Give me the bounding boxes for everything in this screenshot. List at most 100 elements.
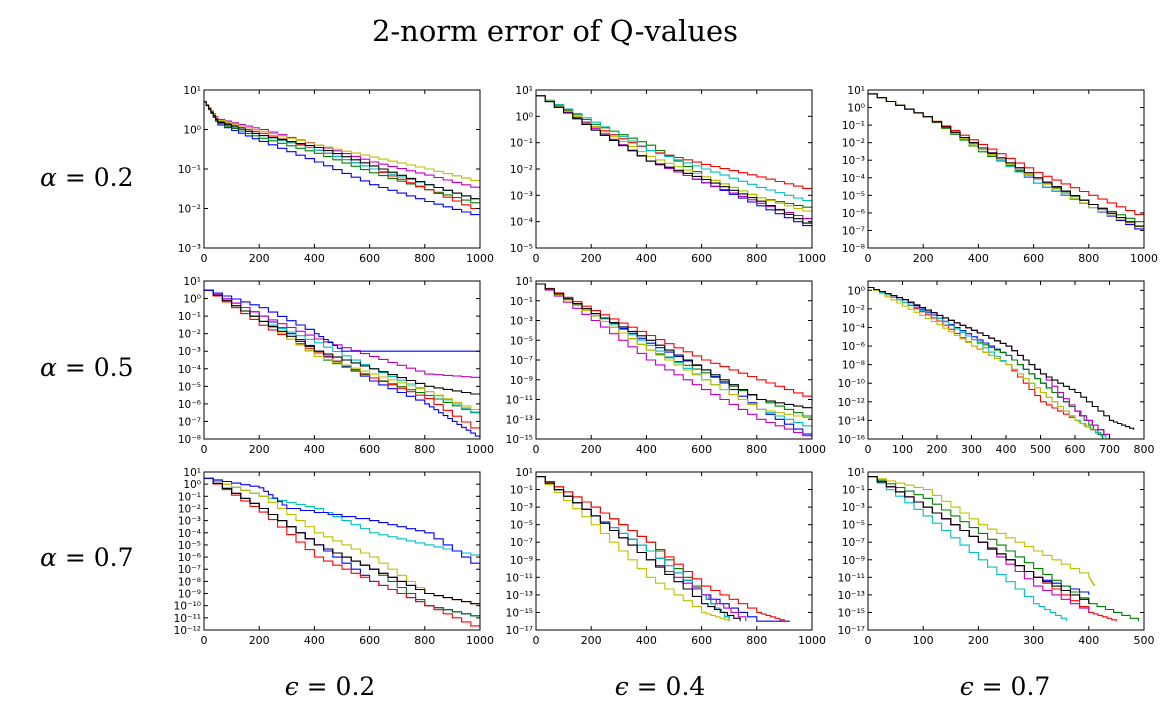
series-line (536, 283, 812, 410)
x-tick-label: 600 (691, 252, 712, 265)
y-tick-label: 10⁻¹⁵ (506, 607, 533, 619)
x-tick-label: 400 (636, 252, 657, 265)
col-label-epsilon-0-7: ϵ = 0.7 (905, 672, 1105, 701)
x-tick-label: 0 (865, 634, 872, 647)
y-tick-label: 10⁻¹ (510, 485, 533, 497)
series-line (536, 95, 812, 204)
y-tick-label: 10¹ (847, 467, 865, 479)
series-line (868, 476, 1090, 613)
y-tick-label: 10⁻¹ (842, 485, 865, 497)
x-tick-label: 0 (533, 443, 540, 456)
y-tick-label: 10⁻⁴ (510, 217, 533, 229)
series-line (536, 476, 730, 622)
subplot-r0-c1: 0 200 400 600 800 1000 10¹ 10⁰ 10⁻¹ 10⁻² 10⁻³ 10⁻⁴ 1… (510, 85, 826, 265)
x-tick-label: 100 (913, 634, 934, 647)
y-tick-label: 10⁰ (847, 103, 865, 115)
series-line (868, 476, 1095, 587)
x-tick-label: 0 (201, 634, 208, 647)
y-tick-label: 10⁻³ (178, 516, 201, 528)
y-tick-label: 10¹ (183, 467, 201, 479)
y-tick-label: 10⁻⁴ (178, 528, 201, 540)
y-tick-label: 10⁰ (183, 125, 201, 137)
x-tick-label: 800 (1134, 443, 1155, 456)
x-tick-label: 100 (892, 443, 913, 456)
col-label-value: = 0.7 (973, 672, 1051, 701)
x-tick-label: 400 (968, 252, 989, 265)
x-tick-label: 800 (746, 252, 767, 265)
row-label-symbol: α (40, 163, 57, 192)
series-line (536, 476, 730, 622)
y-tick-label: 10⁻⁹ (842, 555, 865, 567)
plot-frame (535, 471, 813, 631)
subplot-r0-c0: 0 200 400 600 800 1000 10¹ 10⁰ 10⁻¹ 10⁻² 10⁻³ (178, 85, 494, 265)
row-label-alpha-0-2: α = 0.2 (40, 163, 160, 192)
y-tick-label: 10⁻¹² (174, 625, 201, 637)
row-label-value: = 0.2 (56, 163, 134, 192)
x-tick-label: 1000 (466, 443, 494, 456)
y-tick-label: 10⁻³ (178, 346, 201, 358)
series-line (204, 477, 480, 570)
y-tick-label: 10⁻¹⁵ (506, 434, 533, 446)
y-tick-label: 10¹ (515, 85, 533, 97)
y-tick-label: 10⁰ (183, 479, 201, 491)
x-tick-label: 800 (1078, 252, 1099, 265)
y-tick-label: 10⁻¹⁷ (506, 625, 533, 637)
x-tick-label: 800 (746, 443, 767, 456)
y-tick-label: 10⁻⁵ (842, 190, 865, 202)
x-tick-label: 0 (201, 443, 208, 456)
y-tick-label: 10⁻² (178, 204, 201, 216)
col-label-symbol: ϵ (959, 672, 974, 701)
subplot-r0-c2: 0 200 400 600 800 1000 10¹ 10⁰ 10⁻¹ 10⁻² 10⁻³ 10⁻⁴ 1… (842, 85, 1158, 265)
col-label-symbol: ϵ (284, 672, 299, 701)
x-tick-label: 200 (581, 443, 602, 456)
x-tick-label: 600 (1023, 252, 1044, 265)
x-tick-label: 400 (304, 443, 325, 456)
series-line (868, 476, 1090, 595)
y-tick-label: 10⁻⁷ (842, 225, 865, 237)
series-line (536, 476, 785, 622)
series-line (204, 477, 480, 630)
y-tick-label: 10⁻⁸ (842, 243, 865, 255)
series-line (204, 101, 480, 202)
subplot-r1-c2: 0 100 200 300 400 500 600 700 800 10⁰ 10⁻² 10⁻⁴ 10⁻⁶… (838, 280, 1155, 456)
y-tick-label: 10⁻¹⁵ (838, 607, 865, 619)
x-tick-label: 400 (636, 443, 657, 456)
col-label-epsilon-0-2: ϵ = 0.2 (230, 672, 430, 701)
y-tick-label: 10⁻⁵ (178, 540, 201, 552)
y-tick-label: 10⁻⁸ (178, 576, 201, 588)
row-label-value: = 0.5 (56, 353, 134, 382)
series-line (536, 476, 790, 622)
x-tick-label: 1000 (1130, 252, 1158, 265)
y-tick-label: 10⁻¹³ (838, 590, 865, 602)
series-line (536, 95, 812, 228)
y-tick-label: 10⁻⁷ (842, 537, 865, 549)
y-tick-label: 10⁻⁶ (842, 341, 865, 353)
series-line (204, 477, 480, 606)
x-tick-label: 400 (304, 252, 325, 265)
x-tick-label: 1000 (466, 252, 494, 265)
y-tick-label: 10⁻³ (510, 190, 533, 202)
col-label-symbol: ϵ (614, 672, 629, 701)
y-tick-label: 10⁻⁴ (842, 173, 865, 185)
subplot-r1-c1: 0 200 400 600 800 1000 10¹ 10⁻¹ 10⁻³ 10⁻⁵ 10⁻⁷ 10⁻⁹… (506, 276, 826, 456)
y-tick-label: 10⁻⁸ (842, 360, 865, 372)
y-tick-label: 10⁻¹¹ (838, 572, 865, 584)
series-line (868, 286, 1104, 439)
x-tick-label: 200 (913, 252, 934, 265)
y-tick-label: 10⁻¹⁰ (838, 378, 865, 390)
subplot-r2-c1: 0 200 400 600 800 1000 10¹ 10⁻¹ 10⁻³ 10⁻⁵ 10⁻⁷ 10⁻⁹… (506, 467, 826, 647)
x-tick-label: 200 (581, 252, 602, 265)
x-tick-label: 200 (968, 634, 989, 647)
x-tick-label: 800 (414, 443, 435, 456)
x-tick-label: 500 (1134, 634, 1155, 647)
y-tick-label: 10⁻⁷ (510, 355, 533, 367)
x-tick-label: 600 (359, 634, 380, 647)
y-tick-label: 10⁻¹ (178, 311, 201, 323)
y-tick-label: 10⁻⁶ (842, 208, 865, 220)
y-tick-label: 10⁻⁵ (510, 335, 533, 347)
y-tick-label: 10⁻⁵ (510, 243, 533, 255)
x-tick-label: 600 (1065, 443, 1086, 456)
y-tick-label: 10⁻³ (178, 243, 201, 255)
y-tick-label: 10⁻² (178, 503, 201, 515)
series-line (536, 476, 747, 622)
